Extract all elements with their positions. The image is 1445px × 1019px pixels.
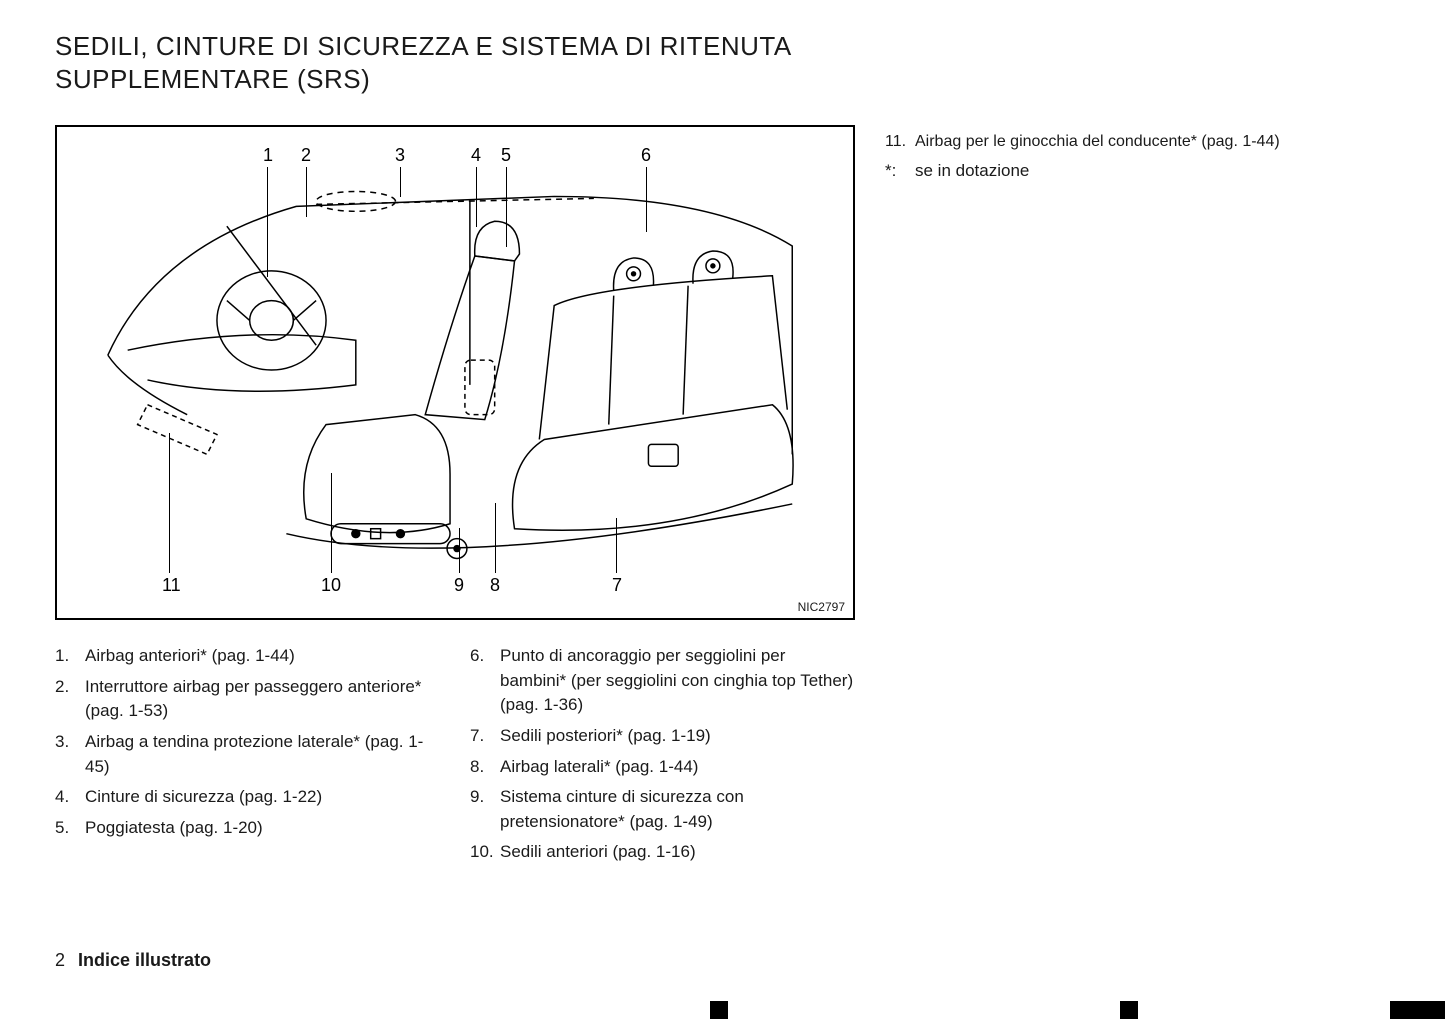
legend-text: Sedili posteriori* (pag. 1-19) <box>500 724 711 749</box>
page-footer: 2 Indice illustrato <box>55 950 211 971</box>
legend-num: 10. <box>470 840 500 865</box>
legend-text: Airbag laterali* (pag. 1-44) <box>500 755 698 780</box>
footer-section: Indice illustrato <box>78 950 211 970</box>
legend-num: 6. <box>470 644 500 718</box>
legend-text: Airbag a tendina protezione laterale* (p… <box>85 730 440 779</box>
legend-text: Punto di ancoraggio per seggiolini per b… <box>500 644 855 718</box>
legend-num: 5. <box>55 816 85 841</box>
footnote-text: se in dotazione <box>915 161 1029 181</box>
legend-num: 2. <box>55 675 85 724</box>
legend-text: Airbag anteriori* (pag. 1-44) <box>85 644 295 669</box>
legend-num: 3. <box>55 730 85 779</box>
legend-text: Sistema cinture di sicurezza con pretens… <box>500 785 855 834</box>
legend-text: Sedili anteriori (pag. 1-16) <box>500 840 696 865</box>
car-interior-diagram <box>57 127 853 618</box>
legend-text: Airbag per le ginocchia del conducente* … <box>915 133 1280 151</box>
legend-num: 8. <box>470 755 500 780</box>
legend-text: Poggiatesta (pag. 1-20) <box>85 816 263 841</box>
crop-marks <box>0 1001 1445 1019</box>
footnote-label: *: <box>885 161 915 181</box>
legend-num: 1. <box>55 644 85 669</box>
legend-text: Interruttore airbag per passeggero anter… <box>85 675 440 724</box>
legend-num: 7. <box>470 724 500 749</box>
figure-code: NIC2797 <box>798 600 845 614</box>
page-title: SEDILI, CINTURE DI SICUREZZA E SISTEMA D… <box>55 30 875 95</box>
legend-num: 4. <box>55 785 85 810</box>
legend: 1.Airbag anteriori* (pag. 1-44) 2.Interr… <box>55 644 855 871</box>
legend-num: 11. <box>885 133 915 151</box>
legend-num: 9. <box>470 785 500 834</box>
page-number: 2 <box>55 950 65 970</box>
legend-text: Cinture di sicurezza (pag. 1-22) <box>85 785 322 810</box>
figure-box: 1 2 3 4 5 6 11 10 9 8 7 <box>55 125 855 620</box>
